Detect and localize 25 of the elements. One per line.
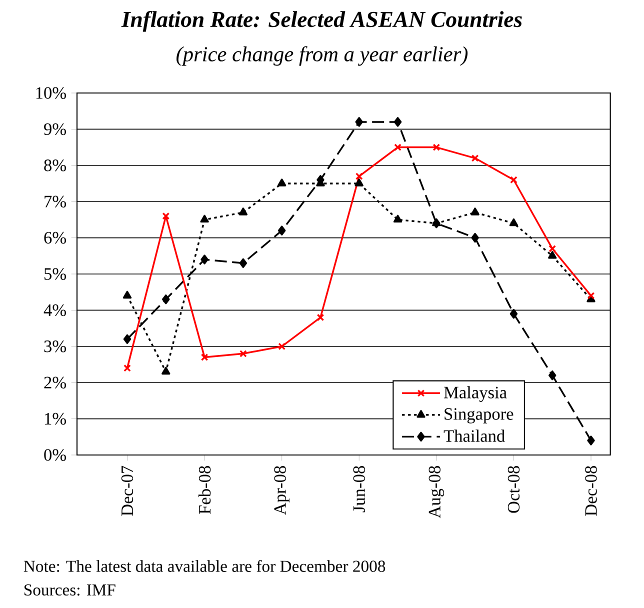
chart-title: Inflation Rate: Selected ASEAN Countries (121, 10, 522, 32)
y-tick-label: 10% (36, 87, 66, 99)
y-tick-label: 9% (44, 123, 66, 136)
x-tick-label: Apr-08 (274, 466, 290, 515)
y-tick-label: 2% (44, 376, 66, 388)
y-tick-label: 4% (44, 304, 66, 316)
x-tick-label: Feb-08 (198, 466, 211, 514)
y-tick-label: 6% (44, 232, 66, 244)
x-tick-label: Oct-08 (508, 466, 520, 513)
legend-label: Singapore (444, 408, 514, 424)
y-tick-label: 7% (44, 196, 66, 208)
legend-label: Malaysia (444, 386, 507, 402)
legend-label: Thailand (444, 430, 505, 442)
y-tick-label: 8% (44, 160, 66, 172)
x-tick-label: Dec-08 (585, 466, 597, 516)
x-tick-label: Dec-07 (121, 466, 134, 516)
y-tick-label: 3% (44, 340, 66, 352)
chart-subtitle: (price change from a year earlier) (176, 46, 468, 66)
x-tick-label: Jun-08 (353, 466, 365, 512)
text: Note: The latest data available are for December 2008 (24, 560, 386, 572)
source-note: Sources: IMF (24, 584, 116, 596)
y-tick-label: 0% (44, 449, 66, 461)
x-tick-label: Aug-08 (428, 466, 444, 518)
y-tick-label: 1% (45, 412, 66, 425)
y-tick-label: 5% (44, 268, 66, 280)
